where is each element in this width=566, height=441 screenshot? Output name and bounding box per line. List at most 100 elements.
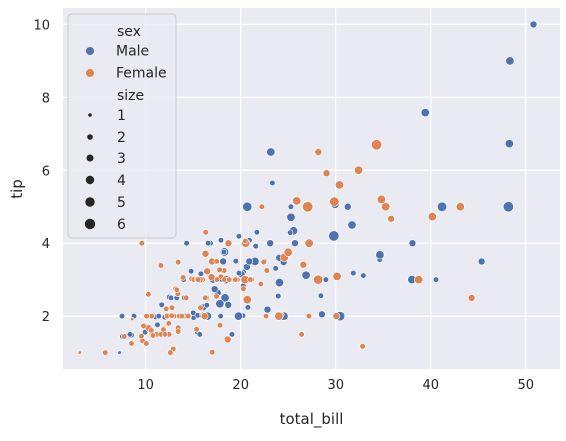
point-male-41 — [504, 139, 514, 149]
point-female-18 — [467, 294, 476, 302]
point-female-112 — [242, 237, 249, 245]
point-male-5 — [301, 270, 311, 280]
y-tick-labels: 2 4 6 8 10 — [33, 18, 50, 325]
point-female-126 — [335, 180, 345, 190]
legend-male-label: Male — [116, 44, 149, 60]
point-male-135 — [437, 201, 448, 212]
point-female-90 — [143, 340, 150, 347]
point-female-114 — [232, 276, 239, 283]
point-female-95 — [305, 313, 313, 320]
legend-size-3-marker — [86, 154, 94, 162]
point-male-184 — [235, 233, 242, 240]
point-female-51 — [148, 327, 155, 334]
point-male-106 — [275, 292, 282, 300]
legend-hue-title: sex — [117, 24, 141, 40]
point-male-142 — [118, 313, 126, 320]
point-female-32 — [223, 335, 232, 344]
point-male-138 — [126, 331, 134, 338]
point-female-19 — [260, 259, 267, 266]
series-female — [77, 139, 476, 356]
point-female-49 — [200, 312, 209, 320]
legend-size-5-label: 5 — [117, 195, 126, 211]
point-female-98 — [226, 276, 233, 283]
point-female-107 — [185, 313, 192, 320]
point-male-118 — [328, 230, 340, 242]
point-male-59 — [215, 299, 225, 309]
point-female-76 — [175, 259, 182, 266]
point-female-123 — [371, 139, 383, 151]
point-female-97 — [216, 322, 224, 329]
point-female-62 — [299, 260, 308, 269]
point-male-58 — [235, 269, 243, 277]
point-female-79 — [175, 328, 182, 335]
point-female-122 — [213, 293, 220, 300]
point-female-89 — [195, 276, 202, 283]
point-female-100 — [202, 229, 209, 236]
point-male-179 — [245, 257, 254, 266]
point-female-58 — [168, 312, 175, 319]
point-female-106 — [224, 239, 233, 247]
point-male-178 — [242, 201, 253, 212]
point-male-123 — [228, 331, 236, 338]
point-male-187 — [205, 240, 212, 247]
y-tick-label-4: 4 — [42, 237, 50, 252]
point-female-52 — [148, 313, 155, 320]
x-tick-label-40: 40 — [422, 378, 439, 393]
point-female-34 — [140, 322, 147, 330]
point-male-168 — [360, 272, 367, 279]
point-male-7 — [187, 268, 195, 275]
point-female-93 — [387, 214, 395, 223]
point-female-10 — [242, 295, 252, 305]
legend-size-1-marker — [88, 113, 92, 117]
legend-size-2-label: 2 — [117, 130, 126, 146]
point-female-12 — [145, 291, 152, 298]
point-female-73 — [121, 333, 128, 340]
x-tick-label-20: 20 — [232, 378, 249, 393]
y-tick-label-2: 2 — [42, 310, 50, 325]
point-female-24 — [180, 274, 187, 281]
legend-size-title: size — [117, 88, 144, 104]
point-female-80 — [202, 294, 209, 301]
point-female-65 — [168, 304, 176, 311]
point-male-101 — [220, 248, 228, 256]
point-female-111 — [193, 326, 200, 333]
point-female-124 — [77, 350, 82, 355]
points — [77, 20, 538, 356]
legend-box — [67, 13, 177, 239]
point-female-31 — [165, 320, 172, 327]
point-male-3 — [286, 212, 296, 222]
point-male-174 — [269, 179, 276, 187]
point-male-38 — [232, 257, 239, 265]
point-male-104 — [117, 350, 122, 355]
point-female-45 — [213, 258, 220, 265]
y-tick-label-10: 10 — [33, 18, 50, 33]
point-female-74 — [332, 271, 342, 281]
point-male-57 — [420, 108, 430, 118]
point-male-159 — [244, 304, 252, 311]
legend-size-5-marker — [85, 197, 95, 207]
point-male-23 — [224, 301, 233, 309]
point-male-105 — [408, 239, 417, 247]
point-female-119 — [257, 280, 264, 288]
point-male-137 — [203, 302, 210, 309]
point-male-181 — [219, 257, 227, 266]
point-male-149 — [502, 201, 514, 213]
point-male-11 — [252, 243, 259, 250]
point-female-92 — [359, 343, 366, 350]
point-male-80 — [322, 276, 330, 283]
y-axis-label: tip — [8, 179, 26, 199]
point-female-88 — [149, 332, 157, 339]
point-female-75 — [163, 305, 170, 312]
point-female-109 — [128, 340, 135, 347]
point-male-166 — [350, 269, 357, 277]
point-male-33 — [318, 310, 326, 319]
point-female-14 — [298, 331, 305, 338]
point-female-96 — [262, 313, 270, 320]
legend-size-4-marker — [85, 175, 95, 185]
point-female-0 — [209, 349, 216, 356]
x-tick-label-30: 30 — [327, 378, 344, 393]
point-female-77 — [130, 316, 135, 322]
point-male-2 — [272, 265, 279, 272]
